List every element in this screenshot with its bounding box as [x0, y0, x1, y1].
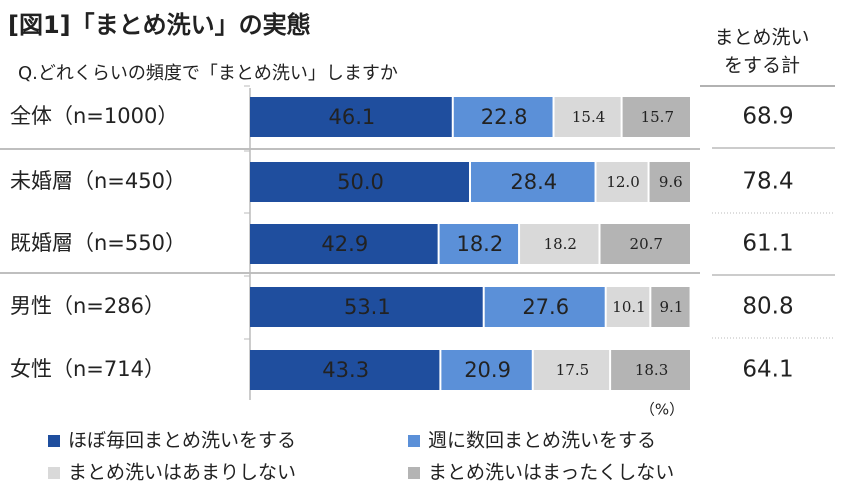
bar-segment: [606, 287, 650, 327]
total-value: 61.1: [742, 231, 793, 257]
bar-segment: [441, 350, 532, 390]
total-value: 64.1: [742, 357, 793, 383]
bar-segment: [533, 350, 610, 390]
bar-segment: [520, 224, 599, 264]
legend-label: まとめ洗いはあまりしない: [68, 462, 296, 484]
value-label: 17.5: [556, 361, 589, 379]
total-value: 78.4: [742, 169, 793, 195]
bar-segment: [596, 162, 648, 202]
value-label: 18.2: [544, 235, 577, 253]
category-label: 男性（n=286）: [10, 294, 165, 318]
legend-label: 週に数回まとめ洗いをする: [428, 430, 656, 452]
totals-header: まとめ洗い: [714, 27, 809, 49]
value-label: 20.9: [464, 358, 511, 382]
bar-segment: [622, 97, 690, 137]
value-label: 53.1: [344, 295, 391, 319]
value-label: 22.8: [481, 105, 528, 129]
value-label: 28.4: [510, 170, 557, 194]
bar-segment: [651, 287, 690, 327]
legend-swatch: [408, 467, 420, 479]
legend-label: ほぼ毎回まとめ洗いをする: [68, 430, 296, 452]
value-label: 12.0: [606, 173, 639, 191]
legend-swatch: [48, 435, 60, 447]
bar-segment: [250, 350, 440, 390]
legend-swatch: [408, 435, 420, 447]
value-label: 42.9: [321, 232, 368, 256]
bar-segment: [250, 224, 438, 264]
bar-segment: [554, 97, 621, 137]
total-value: 68.9: [742, 104, 793, 130]
value-label: 46.1: [328, 105, 375, 129]
chart-subtitle: Q.どれくらいの頻度で「まとめ洗い」しますか: [18, 63, 398, 84]
value-label: 43.3: [322, 358, 369, 382]
bar-segment: [250, 162, 469, 202]
bar-segment: [250, 97, 452, 137]
value-label: 9.6: [659, 173, 683, 191]
totals-header: をする計: [724, 55, 800, 77]
bar-segment: [649, 162, 690, 202]
category-label: 全体（n=1000）: [10, 104, 178, 128]
value-label: 18.3: [635, 361, 668, 379]
bar-segment: [439, 224, 519, 264]
value-label: 20.7: [630, 235, 663, 253]
bar-segment: [611, 350, 690, 390]
bar-segment: [484, 287, 605, 327]
bar-segment: [600, 224, 690, 264]
category-label: 未婚層（n=450）: [10, 169, 186, 193]
value-label: 9.1: [660, 298, 684, 316]
legend-swatch: [48, 467, 60, 479]
value-label: 27.6: [522, 295, 569, 319]
bar-segment: [453, 97, 553, 137]
value-label: 15.7: [641, 108, 674, 126]
bar-segment: [250, 287, 483, 327]
value-label: 10.1: [612, 298, 645, 316]
chart-title: [図1]「まとめ洗い」の実態: [8, 11, 311, 39]
total-value: 80.8: [742, 294, 793, 320]
unit-label: （%）: [640, 401, 684, 419]
value-label: 50.0: [337, 170, 384, 194]
category-label: 既婚層（n=550）: [10, 231, 186, 255]
value-label: 18.2: [456, 232, 503, 256]
category-label: 女性（n=714）: [10, 357, 165, 381]
legend-label: まとめ洗いはまったくしない: [428, 462, 674, 484]
value-label: 15.4: [572, 108, 605, 126]
bar-segment: [471, 162, 595, 202]
